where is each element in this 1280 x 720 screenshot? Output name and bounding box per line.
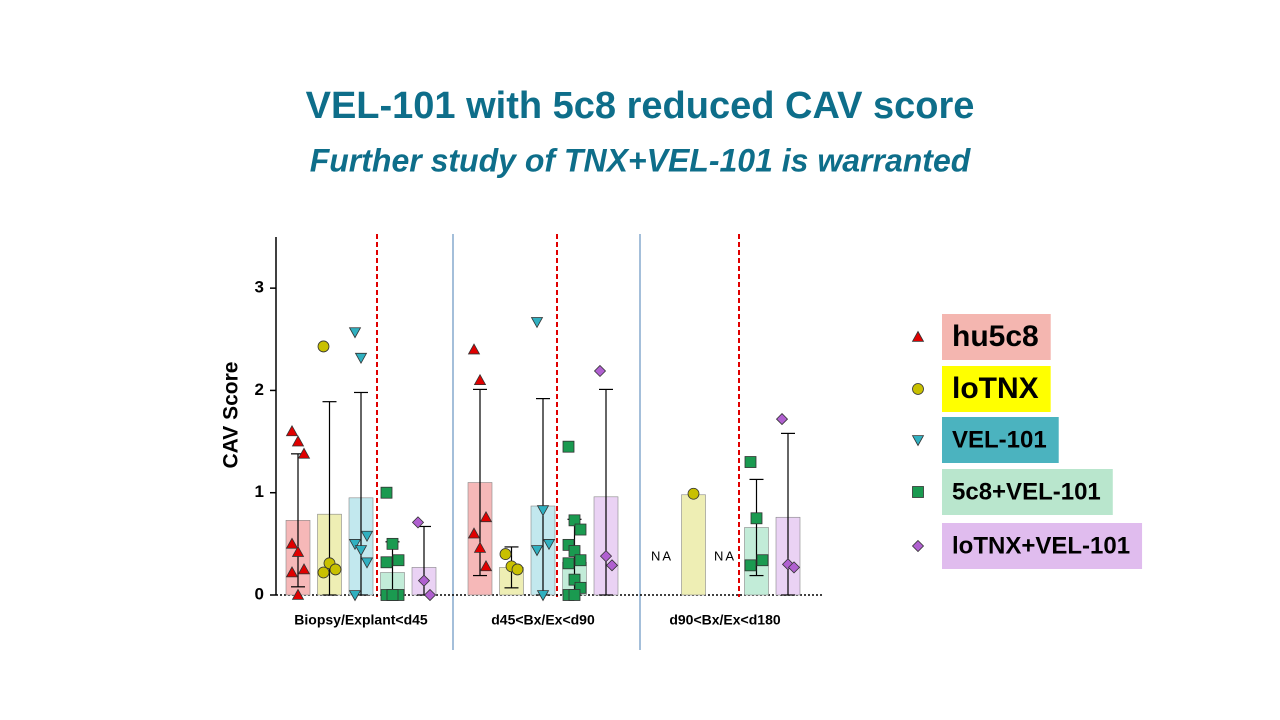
data-point — [473, 373, 487, 386]
y-tick-label: 2 — [255, 380, 264, 399]
y-tick-label: 3 — [255, 278, 264, 297]
data-point — [329, 563, 342, 576]
data-point — [285, 425, 299, 437]
data-point — [291, 435, 305, 447]
data-point — [392, 554, 405, 567]
data-point — [285, 537, 299, 549]
data-point — [417, 574, 431, 587]
data-point — [574, 523, 587, 536]
data-point — [360, 530, 374, 542]
legend-background — [942, 366, 1051, 412]
data-point — [536, 590, 550, 602]
data-point — [380, 486, 393, 499]
bar — [681, 494, 706, 596]
value-label: NA — [651, 549, 673, 564]
legend-label: 5c8+VEL-101 — [952, 478, 1101, 505]
chart-subtitle: Further study of TNX+VEL-101 is warrante… — [310, 142, 972, 178]
data-point — [568, 589, 581, 601]
data-point — [687, 487, 700, 500]
data-point — [911, 330, 925, 342]
data-point — [568, 573, 581, 586]
legend-label: loTNX+VEL-101 — [952, 532, 1130, 559]
legend-label: VEL-101 — [952, 426, 1047, 453]
data-point — [354, 352, 368, 365]
data-point — [911, 435, 925, 447]
data-point — [297, 447, 311, 459]
data-point — [473, 541, 487, 553]
data-point — [479, 560, 493, 572]
y-tick-label: 1 — [255, 482, 264, 501]
data-point — [605, 559, 619, 572]
data-point — [912, 486, 924, 498]
x-tick-label: Biopsy/Explant<d45 — [294, 612, 428, 628]
legend-background — [942, 417, 1059, 463]
data-point — [912, 383, 924, 395]
data-point — [593, 364, 607, 378]
data-point — [568, 514, 581, 527]
legend-background — [942, 314, 1051, 360]
data-point — [744, 559, 757, 572]
data-point — [285, 566, 299, 578]
data-point — [750, 512, 763, 525]
data-point — [291, 545, 305, 557]
data-point — [499, 548, 512, 560]
data-point — [542, 539, 556, 551]
legend-background — [942, 523, 1143, 569]
value-label: NA — [714, 549, 736, 564]
x-tick-label: d90<Bx/Ex<d180 — [669, 612, 781, 628]
data-point — [562, 557, 575, 570]
data-point — [744, 456, 757, 468]
data-point — [386, 537, 399, 550]
data-point — [467, 527, 481, 539]
data-point — [574, 554, 587, 567]
data-point — [317, 566, 330, 579]
data-point — [411, 516, 425, 529]
data-point — [348, 327, 362, 339]
chart-title: VEL-101 with 5c8 reduced CAV score — [306, 85, 975, 127]
data-point — [530, 545, 544, 557]
y-tick-label: 0 — [255, 584, 264, 603]
data-point — [787, 561, 801, 574]
data-point — [911, 539, 925, 553]
data-point — [291, 588, 305, 600]
x-tick-label: d45<Bx/Ex<d90 — [491, 612, 595, 628]
data-point — [386, 589, 399, 601]
data-point — [348, 590, 362, 602]
data-point — [536, 505, 550, 517]
data-point — [360, 557, 374, 569]
data-point — [423, 588, 437, 602]
data-point — [574, 581, 587, 594]
data-point — [568, 545, 581, 557]
data-point — [297, 563, 311, 575]
legend-background — [942, 469, 1113, 515]
data-point — [348, 539, 362, 551]
y-axis-title: CAV Score — [220, 362, 243, 469]
data-point — [599, 550, 613, 563]
data-point — [317, 340, 330, 353]
data-point — [380, 556, 393, 569]
data-point — [775, 413, 789, 426]
data-point — [354, 545, 368, 557]
data-point — [756, 554, 769, 567]
data-point — [530, 317, 544, 329]
data-point — [467, 343, 481, 355]
data-point — [562, 440, 575, 453]
data-point — [479, 510, 493, 523]
legend-label: hu5c8 — [952, 320, 1039, 353]
data-point — [562, 538, 575, 551]
data-point — [511, 563, 524, 576]
legend-label: loTNX — [952, 372, 1039, 405]
